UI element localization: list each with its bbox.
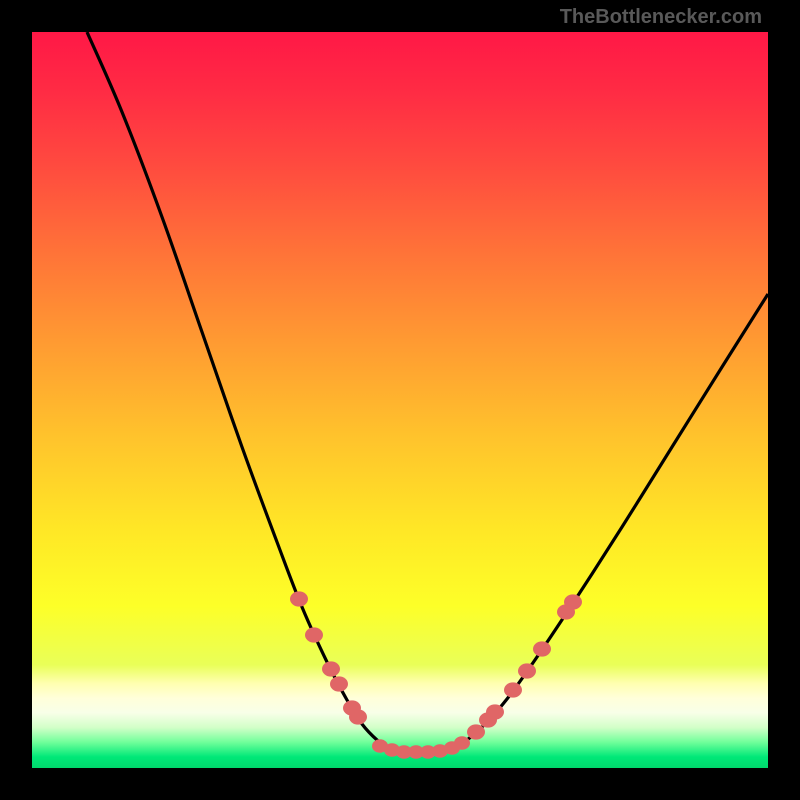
curve-marker [290,591,308,606]
curve-marker [305,627,323,642]
curve-marker [486,704,504,719]
curve-marker [564,594,582,609]
curve-layer [32,32,768,768]
v-curve [87,32,768,752]
curve-marker [467,724,485,739]
watermark-text: TheBottlenecker.com [560,6,762,29]
plot-area [32,32,768,768]
curve-marker [454,736,470,750]
curve-markers [290,591,582,758]
curve-marker [504,682,522,697]
curve-marker [533,641,551,656]
curve-marker [322,661,340,676]
curve-marker [349,709,367,724]
curve-marker [518,663,536,678]
curve-marker [330,676,348,691]
chart-frame: TheBottlenecker.com [0,0,800,800]
